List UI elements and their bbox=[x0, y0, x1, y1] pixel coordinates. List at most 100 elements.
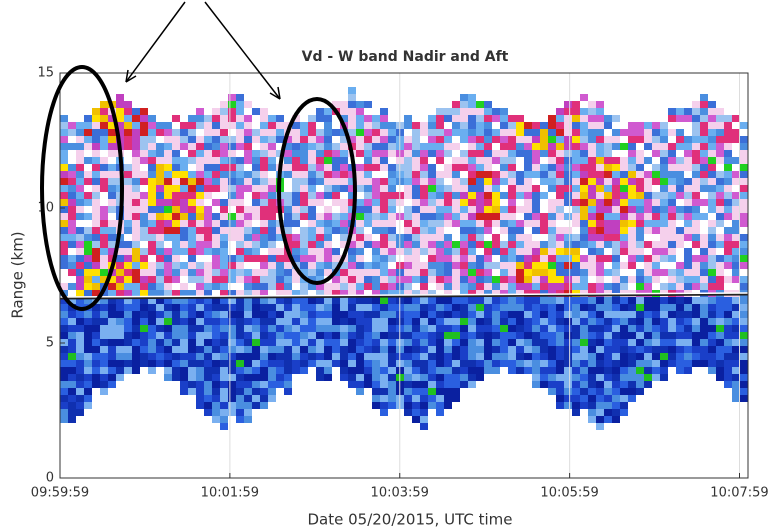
radar-cell bbox=[500, 143, 508, 150]
radar-cell bbox=[212, 115, 220, 122]
radar-cell bbox=[716, 108, 724, 115]
radar-cell bbox=[60, 241, 68, 248]
radar-cell bbox=[372, 325, 380, 332]
radar-cell bbox=[100, 108, 108, 115]
radar-cell bbox=[196, 150, 204, 157]
radar-cell bbox=[596, 304, 604, 311]
radar-cell bbox=[140, 150, 148, 157]
radar-cell bbox=[508, 157, 516, 164]
radar-cell bbox=[100, 262, 108, 269]
radar-cell bbox=[492, 234, 500, 241]
radar-cell bbox=[148, 353, 156, 360]
radar-cell bbox=[164, 248, 172, 255]
radar-cell bbox=[628, 269, 636, 276]
radar-cell bbox=[68, 234, 76, 241]
radar-cell bbox=[220, 241, 228, 248]
radar-cell bbox=[156, 206, 164, 213]
radar-cell bbox=[364, 171, 372, 178]
radar-cell bbox=[260, 339, 268, 346]
radar-cell bbox=[564, 269, 572, 276]
radar-cell bbox=[268, 150, 276, 157]
radar-cell bbox=[580, 367, 588, 374]
radar-cell bbox=[540, 332, 548, 339]
radar-cell bbox=[644, 178, 652, 185]
radar-cell bbox=[300, 157, 308, 164]
radar-cell bbox=[388, 311, 396, 318]
radar-cell bbox=[724, 178, 732, 185]
radar-cell bbox=[244, 367, 252, 374]
radar-cell bbox=[380, 318, 388, 325]
radar-cell bbox=[588, 360, 596, 367]
radar-cell bbox=[356, 213, 364, 220]
radar-cell bbox=[268, 206, 276, 213]
radar-cell bbox=[524, 346, 532, 353]
radar-cell bbox=[596, 367, 604, 374]
radar-cell bbox=[652, 227, 660, 234]
radar-cell bbox=[260, 206, 268, 213]
radar-cell bbox=[428, 157, 436, 164]
radar-cell bbox=[692, 164, 700, 171]
radar-cell bbox=[236, 157, 244, 164]
radar-cell bbox=[348, 276, 356, 283]
radar-cell bbox=[740, 374, 748, 381]
radar-cell bbox=[668, 220, 676, 227]
radar-cell bbox=[428, 269, 436, 276]
radar-cell bbox=[436, 409, 444, 416]
radar-cell bbox=[388, 241, 396, 248]
radar-cell bbox=[420, 262, 428, 269]
radar-cell bbox=[404, 199, 412, 206]
radar-cell bbox=[692, 304, 700, 311]
radar-cell bbox=[244, 311, 252, 318]
radar-cell bbox=[188, 192, 196, 199]
radar-cell bbox=[628, 346, 636, 353]
radar-cell bbox=[68, 129, 76, 136]
radar-cell bbox=[628, 136, 636, 143]
radar-cell bbox=[348, 122, 356, 129]
radar-cell bbox=[700, 318, 708, 325]
radar-cell bbox=[532, 129, 540, 136]
radar-cell bbox=[580, 318, 588, 325]
radar-cell bbox=[204, 227, 212, 234]
radar-cell bbox=[196, 178, 204, 185]
radar-cell bbox=[628, 185, 636, 192]
radar-cell bbox=[140, 332, 148, 339]
radar-cell bbox=[548, 129, 556, 136]
radar-cell bbox=[364, 101, 372, 108]
radar-cell bbox=[596, 213, 604, 220]
radar-cell bbox=[220, 367, 228, 374]
radar-cell bbox=[412, 227, 420, 234]
radar-cell bbox=[580, 339, 588, 346]
radar-cell bbox=[268, 367, 276, 374]
radar-cell bbox=[532, 367, 540, 374]
radar-cell bbox=[364, 381, 372, 388]
radar-cell bbox=[180, 122, 188, 129]
radar-cell bbox=[220, 192, 228, 199]
radar-cell bbox=[228, 381, 236, 388]
radar-cell bbox=[356, 388, 364, 395]
radar-cell bbox=[492, 283, 500, 290]
radar-cell bbox=[180, 213, 188, 220]
radar-cell bbox=[148, 185, 156, 192]
radar-cell bbox=[572, 199, 580, 206]
radar-cell bbox=[420, 157, 428, 164]
radar-cell bbox=[268, 388, 276, 395]
radar-cell bbox=[452, 143, 460, 150]
radar-cell bbox=[108, 185, 116, 192]
radar-cell bbox=[620, 360, 628, 367]
radar-cell bbox=[740, 304, 748, 311]
radar-cell bbox=[388, 248, 396, 255]
radar-cell bbox=[508, 248, 516, 255]
radar-cell bbox=[148, 318, 156, 325]
radar-cell bbox=[140, 360, 148, 367]
radar-cell bbox=[308, 213, 316, 220]
radar-cell bbox=[220, 220, 228, 227]
radar-cell bbox=[76, 136, 84, 143]
radar-cell bbox=[140, 164, 148, 171]
radar-cell bbox=[356, 269, 364, 276]
radar-cell bbox=[196, 339, 204, 346]
radar-cell bbox=[556, 332, 564, 339]
radar-cell bbox=[468, 101, 476, 108]
radar-cell bbox=[388, 346, 396, 353]
radar-cell bbox=[508, 220, 516, 227]
radar-cell bbox=[188, 171, 196, 178]
